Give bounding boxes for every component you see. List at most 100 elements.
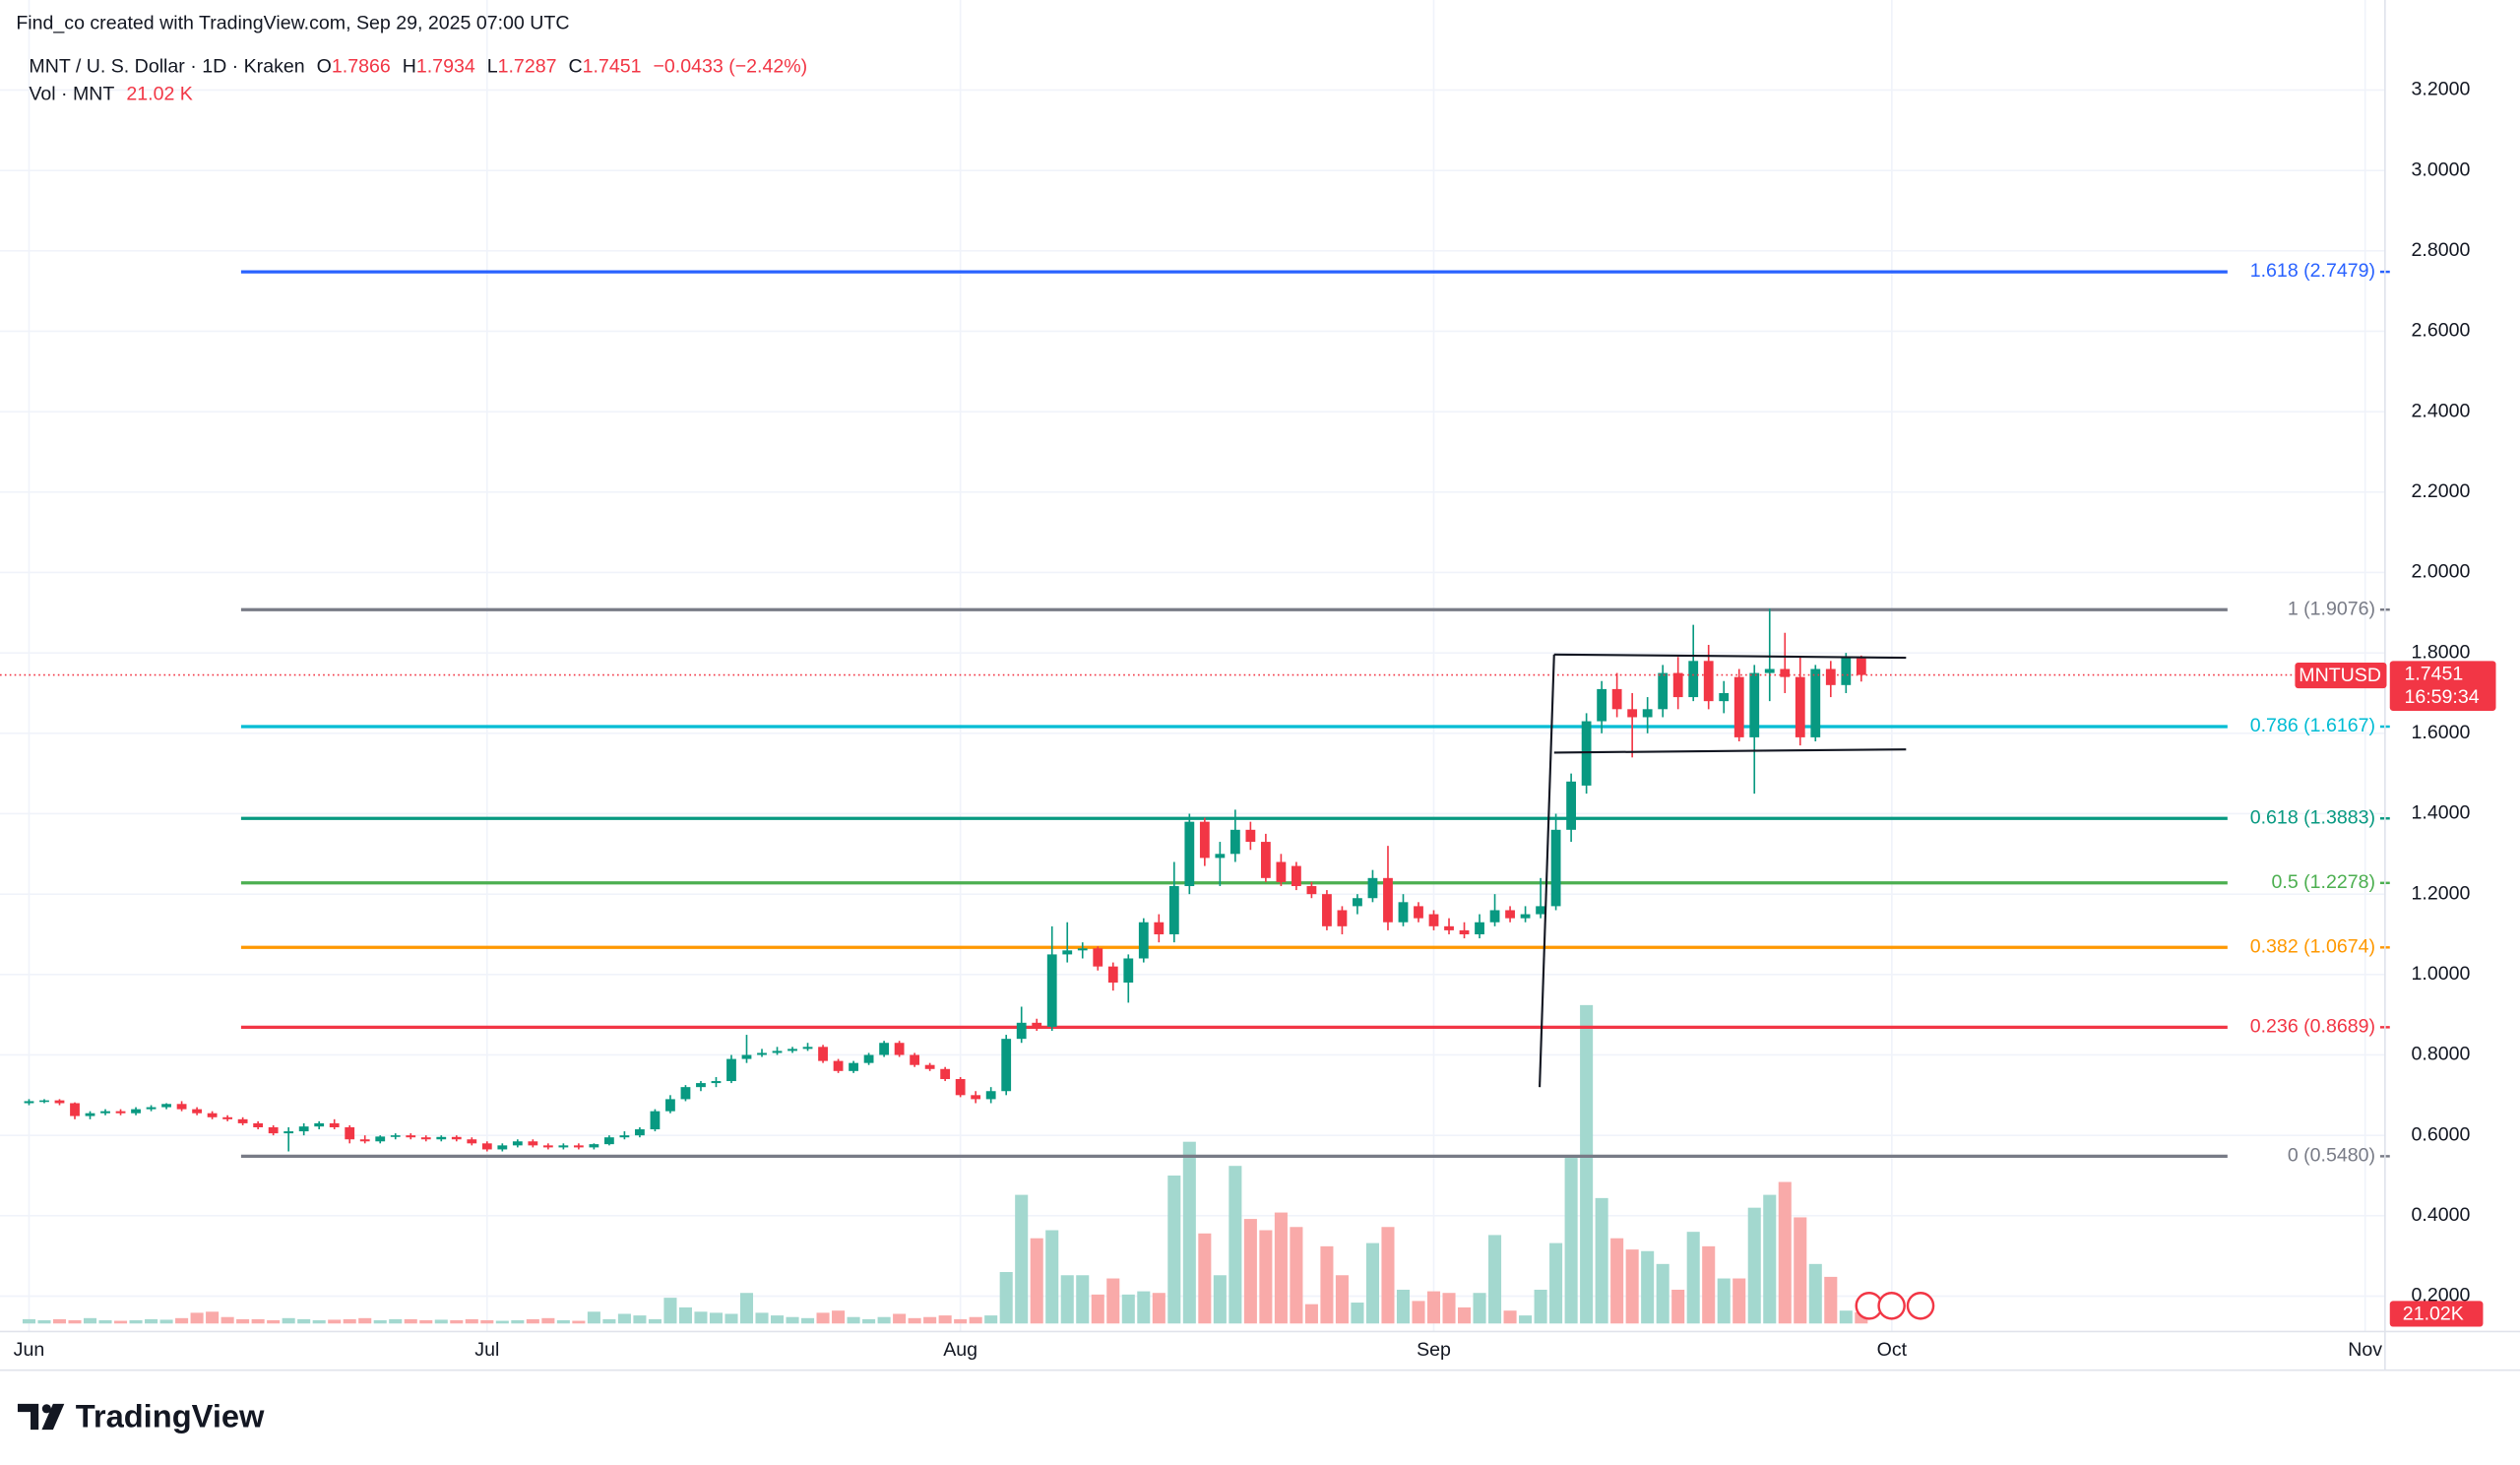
volume-bar bbox=[1564, 1158, 1578, 1324]
volume-bar bbox=[175, 1317, 189, 1324]
fib-label: 1.618 (2.7479) bbox=[2250, 260, 2375, 282]
fib-layer: 1.618 (2.7479) 1 (1.9076) 0.786 (1.6167) 0.… bbox=[240, 260, 2390, 1167]
volume-bar bbox=[1365, 1242, 1379, 1324]
volume-bar bbox=[786, 1316, 799, 1324]
volume-bar bbox=[1625, 1249, 1639, 1324]
volume-tag-text: 21.02K bbox=[2403, 1303, 2464, 1324]
candle-body bbox=[818, 1047, 828, 1061]
candle-body bbox=[1292, 865, 1301, 886]
volume-bar bbox=[923, 1316, 937, 1324]
volume-bar bbox=[1671, 1289, 1685, 1324]
candle-body bbox=[1229, 829, 1240, 855]
candle-body bbox=[558, 1145, 569, 1148]
candle-body bbox=[1825, 669, 1836, 685]
fib-label: 0 (0.5480) bbox=[2288, 1145, 2375, 1167]
candle-body bbox=[1505, 910, 1515, 919]
volume-bar bbox=[739, 1293, 754, 1324]
candle-body bbox=[131, 1109, 141, 1114]
y-tick-label: 0.4000 bbox=[2412, 1204, 2471, 1226]
y-tick-label: 1.4000 bbox=[2412, 802, 2471, 824]
symbol-tag-text: MNTUSD bbox=[2299, 665, 2381, 686]
volume-bar bbox=[159, 1319, 173, 1324]
volume-bar bbox=[694, 1311, 708, 1324]
candle-body bbox=[1383, 877, 1393, 923]
candle-body bbox=[161, 1104, 171, 1108]
volume-bar bbox=[1580, 1004, 1594, 1324]
volume-bar bbox=[1595, 1197, 1608, 1324]
candle-body bbox=[1199, 821, 1210, 859]
candle-body bbox=[711, 1081, 722, 1084]
candle-body bbox=[863, 1054, 874, 1063]
volume-bar bbox=[1747, 1207, 1761, 1324]
ohlc-value: 1.7866 bbox=[332, 56, 391, 78]
symbol-name: MNT / U. S. Dollar · 1D · Kraken bbox=[29, 56, 304, 78]
volume-bar bbox=[450, 1319, 464, 1324]
fib-label: 0.5 (1.2278) bbox=[2272, 871, 2376, 893]
volume-bar bbox=[556, 1319, 570, 1324]
volume-bar bbox=[541, 1317, 555, 1324]
candle-body bbox=[1719, 692, 1730, 702]
candle-body bbox=[1001, 1039, 1012, 1092]
candle-body bbox=[1856, 658, 1866, 675]
candle-body bbox=[1245, 829, 1256, 843]
candle-body bbox=[1520, 914, 1531, 919]
volume-bar bbox=[404, 1318, 417, 1324]
candle-body bbox=[345, 1126, 355, 1140]
candle-body bbox=[451, 1136, 462, 1140]
candle-body bbox=[1764, 669, 1775, 673]
candle-body bbox=[24, 1101, 34, 1104]
volume-bar bbox=[617, 1313, 631, 1324]
volume-bar bbox=[1824, 1276, 1838, 1324]
volume-bar bbox=[1503, 1310, 1517, 1324]
y-tick-label: 2.6000 bbox=[2412, 320, 2471, 342]
candle-body bbox=[910, 1054, 920, 1065]
candle-body bbox=[726, 1058, 736, 1082]
volume-bar bbox=[877, 1316, 891, 1324]
price-tag-countdown: 16:59:34 bbox=[2404, 686, 2479, 708]
candle-body bbox=[481, 1143, 492, 1150]
volume-bar bbox=[114, 1320, 128, 1324]
candle-body bbox=[253, 1122, 264, 1127]
candle-body bbox=[1062, 950, 1073, 955]
symbol-tag bbox=[2295, 662, 2387, 689]
volume-bar bbox=[1106, 1278, 1120, 1324]
candle-body bbox=[1093, 948, 1103, 967]
candle-body bbox=[436, 1136, 447, 1140]
ohlc-key: O bbox=[317, 56, 332, 78]
candle-body bbox=[146, 1107, 157, 1110]
volume-bar bbox=[22, 1318, 36, 1324]
price-tag bbox=[2389, 661, 2496, 711]
candle-body bbox=[222, 1116, 233, 1119]
volume-bar bbox=[1656, 1263, 1670, 1324]
volume-bar bbox=[1045, 1230, 1059, 1324]
volume-name: Vol · MNT bbox=[29, 84, 114, 105]
y-tick-label: 1.8000 bbox=[2412, 641, 2471, 663]
volume-bar bbox=[373, 1319, 387, 1324]
y-tick-label: 2.4000 bbox=[2412, 400, 2471, 421]
candle-body bbox=[1414, 906, 1423, 919]
volume-bar bbox=[678, 1306, 692, 1324]
y-tick-label: 2.0000 bbox=[2412, 561, 2471, 583]
volume-bar bbox=[648, 1318, 662, 1324]
trend-line bbox=[1553, 748, 1907, 754]
volume-bar bbox=[1076, 1275, 1090, 1324]
volume-bar bbox=[1442, 1293, 1456, 1324]
candle-body bbox=[1642, 709, 1653, 718]
volume-bar bbox=[220, 1316, 234, 1324]
candle-body bbox=[192, 1109, 202, 1114]
candle-body bbox=[1168, 885, 1179, 934]
volume-bar bbox=[908, 1317, 921, 1324]
candle-body bbox=[741, 1054, 752, 1059]
chart-title: Find_co created with TradingView.com, Se… bbox=[16, 13, 569, 34]
volume-bar bbox=[1778, 1181, 1792, 1324]
volume-bar bbox=[1060, 1275, 1074, 1324]
candle-body bbox=[54, 1100, 65, 1104]
candle-body bbox=[375, 1136, 386, 1142]
volume-bar bbox=[1549, 1242, 1563, 1324]
y-tick-label: 2.8000 bbox=[2412, 239, 2471, 261]
candle-body bbox=[359, 1139, 370, 1142]
candle-body bbox=[604, 1137, 614, 1145]
volume-bar bbox=[312, 1319, 326, 1324]
volume-bar bbox=[1335, 1275, 1349, 1324]
candle-body bbox=[1597, 688, 1607, 722]
